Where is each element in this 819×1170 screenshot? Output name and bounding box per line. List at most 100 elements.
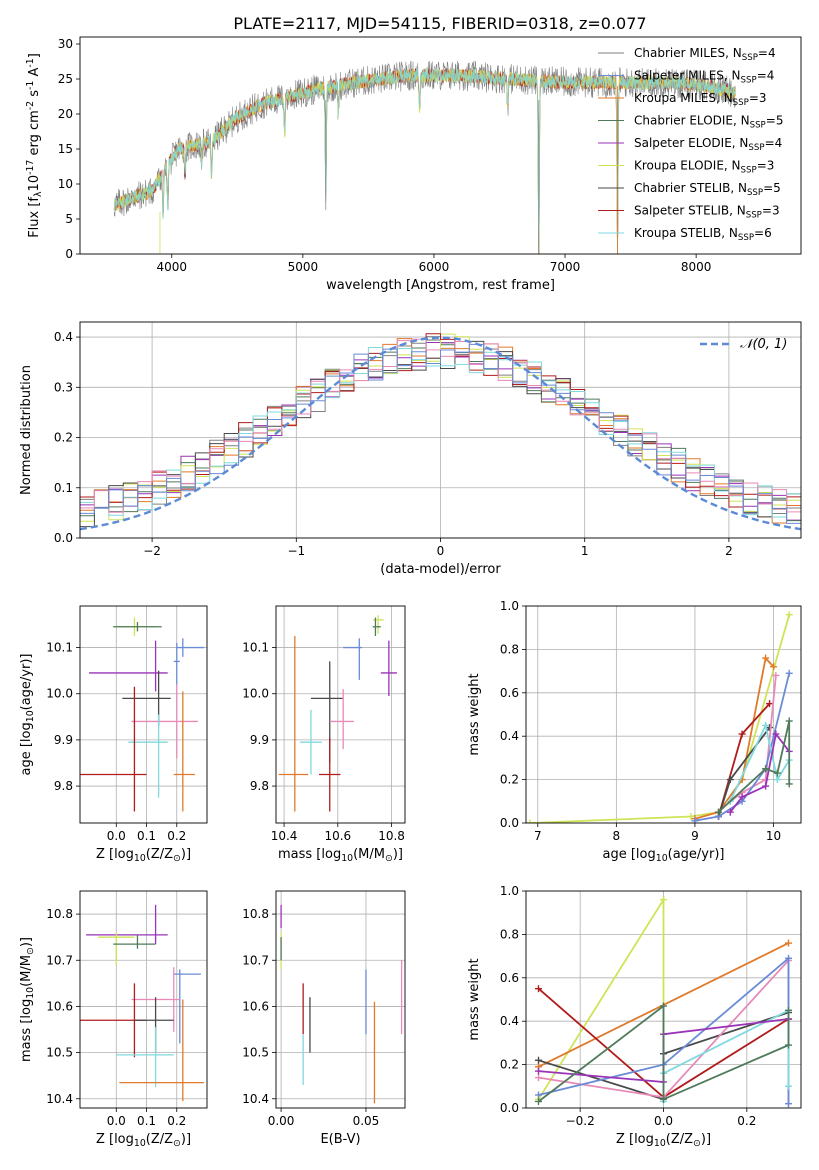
y-tick-label: 0.0 — [500, 816, 519, 830]
x-tick-label: 0.2 — [167, 1114, 186, 1128]
y-tick-label: 10.5 — [242, 1046, 269, 1060]
y-tick-label: 10.0 — [242, 687, 269, 701]
normal-curve-line — [80, 336, 801, 531]
y-tick-label: 0.2 — [54, 431, 73, 445]
y-tick-label: 0.6 — [500, 686, 519, 700]
x-axis-label: mass [log10(M/M⊙)] — [278, 847, 403, 864]
x-tick-label: 0.2 — [167, 829, 186, 843]
series-line — [662, 1008, 790, 1102]
axes-frame — [275, 890, 406, 1109]
x-tick-label: 0.0 — [107, 829, 126, 843]
x-tick-label: 0.2 — [737, 1114, 756, 1128]
y-tick-label: 10.6 — [46, 999, 73, 1013]
y-tick-label: 10.8 — [46, 907, 73, 921]
panel-residuals: −2 −1 0 1 2 0.0 0.1 0.2 0.3 0.4 (data-model)/error… — [19, 321, 802, 577]
y-tick-label: 10.7 — [242, 953, 269, 967]
y-tick-label: 0.4 — [500, 729, 519, 743]
legend-entry-label: Salpeter STELIB, NSSP=3 — [634, 204, 780, 221]
y-axis-label: mass weight — [467, 673, 482, 755]
legend-entry-label: Salpeter MILES, NSSP=4 — [634, 69, 774, 86]
y-tick-label: 0.3 — [54, 380, 73, 394]
y-tick-label: 10.1 — [242, 641, 269, 655]
y-tick-label: 20 — [58, 107, 73, 121]
y-axis-label: Normed distribution — [19, 365, 34, 495]
spectrum-series-line — [113, 68, 736, 254]
legend-entry-label: Kroupa STELIB, NSSP=6 — [634, 226, 772, 243]
plot-area-age_vs_Z — [80, 606, 207, 823]
y-axis-label: mass [log10(M/M⊙)] — [19, 937, 36, 1062]
x-axis-label: Z [log10(Z/Z⊙)] — [616, 1132, 711, 1149]
y-tick-label: 0.4 — [54, 330, 73, 344]
plot-area-spectrum — [113, 60, 736, 254]
x-tick-label: 7000 — [550, 260, 581, 274]
plot-area-residuals — [80, 322, 801, 538]
x-axis-label: (data-model)/error — [380, 562, 501, 577]
y-tick-label: 10.8 — [242, 907, 269, 921]
axes-frame — [275, 605, 406, 824]
x-tick-label: 10.8 — [378, 829, 405, 843]
x-tick-label: −2 — [143, 544, 161, 558]
x-tick-label: 7 — [534, 829, 542, 843]
histogram-series-step — [80, 347, 801, 518]
y-tick-label: 15 — [58, 142, 73, 156]
histogram-series-step — [80, 333, 801, 510]
x-tick-label: 10.4 — [271, 829, 298, 843]
y-tick-label: 10.1 — [46, 641, 73, 655]
y-tick-label: 9.9 — [54, 733, 73, 747]
panel-spectrum: 4000 5000 6000 7000 8000 0 5 10 15 20 25 30 waveleng… — [25, 36, 802, 293]
x-tick-label: 0.0 — [654, 1114, 673, 1128]
y-tick-label: 0.8 — [500, 642, 519, 656]
y-tick-label: 10.4 — [242, 1092, 269, 1106]
axes-frame — [79, 605, 208, 824]
panel-mass_vs_Z: 0.0 0.1 0.2 10.4 10.5 10.6 10.7 10.8 Z [log10(Z/… — [19, 890, 208, 1149]
figure-title: PLATE=2117, MJD=54115, FIBERID=0318, z=0… — [233, 14, 646, 33]
y-tick-label: 0.6 — [500, 971, 519, 985]
legend-entry-label: Chabrier STELIB, NSSP=5 — [634, 181, 781, 198]
y-tick-label: 0.1 — [54, 481, 73, 495]
x-axis-label: Z [log10(Z/Z⊙)] — [96, 847, 191, 864]
x-tick-label: 10 — [766, 829, 781, 843]
y-tick-label: 9.9 — [250, 733, 269, 747]
y-tick-label: 5 — [65, 212, 73, 226]
panels: 4000 5000 6000 7000 8000051015202530waveleng… — [19, 36, 802, 1149]
panel-massweight_vs_Z: −0.2 0.0 0.2 0.0 0.2 0.4 0.6 0.8 1.0 Z [log10(Z/Z… — [467, 884, 802, 1149]
y-tick-label: 0.8 — [500, 927, 519, 941]
y-tick-label: 10.0 — [46, 687, 73, 701]
y-tick-label: 9.8 — [54, 779, 73, 793]
x-tick-label: 6000 — [419, 260, 450, 274]
axes-frame — [525, 605, 802, 824]
x-tick-label: 9 — [691, 829, 699, 843]
y-tick-label: 0.2 — [500, 773, 519, 787]
series-line — [529, 614, 791, 823]
y-tick-label: 1.0 — [500, 599, 519, 613]
y-tick-label: 30 — [58, 37, 73, 51]
x-axis-label: Z [log10(Z/Z⊙)] — [96, 1132, 191, 1149]
x-tick-label: 5000 — [288, 260, 319, 274]
y-axis-label: mass weight — [467, 958, 482, 1040]
panel-age_vs_mass: 10.4 10.6 10.8 9.8 9.9 10.0 10.1 mass [log10(M/… — [242, 605, 406, 864]
x-tick-label: 0.1 — [137, 829, 156, 843]
y-tick-label: 10.4 — [46, 1092, 73, 1106]
x-tick-label: 8 — [613, 829, 621, 843]
x-tick-label: 8000 — [681, 260, 712, 274]
y-tick-label: 9.8 — [250, 779, 269, 793]
y-axis-label: Flux [fλ10-17 erg cm-2 s-1 A-1] — [25, 53, 44, 238]
x-tick-label: 2 — [725, 544, 733, 558]
axes-frame — [79, 321, 802, 539]
plot-area-mass_vs_ebv — [276, 891, 405, 1108]
plot-area-massweight_vs_age — [526, 606, 801, 823]
y-tick-label: 10.7 — [46, 953, 73, 967]
legend-entry-label: Salpeter ELODIE, NSSP=4 — [634, 136, 782, 153]
panel-mass_vs_ebv: 0.00 0.05 10.4 10.5 10.6 10.7 10.8 E(B-V) — [242, 890, 406, 1147]
legend-entry-label: Kroupa MILES, NSSP=3 — [634, 91, 767, 108]
y-tick-label: 0.4 — [500, 1014, 519, 1028]
y-tick-label: 0 — [65, 247, 73, 261]
plot-area-age_vs_mass — [276, 606, 405, 823]
x-tick-label: 0.05 — [353, 1114, 380, 1128]
panel-massweight_vs_age: 7 8 9 10 0.0 0.2 0.4 0.6 0.8 1.0 age [log10(age/yr… — [467, 599, 802, 864]
y-tick-label: 10.5 — [46, 1046, 73, 1060]
y-tick-label: 0.2 — [500, 1058, 519, 1072]
y-axis-label: age [log10(age/yr)] — [19, 654, 36, 776]
y-tick-label: 0.0 — [54, 531, 73, 545]
x-tick-label: 0.1 — [137, 1114, 156, 1128]
